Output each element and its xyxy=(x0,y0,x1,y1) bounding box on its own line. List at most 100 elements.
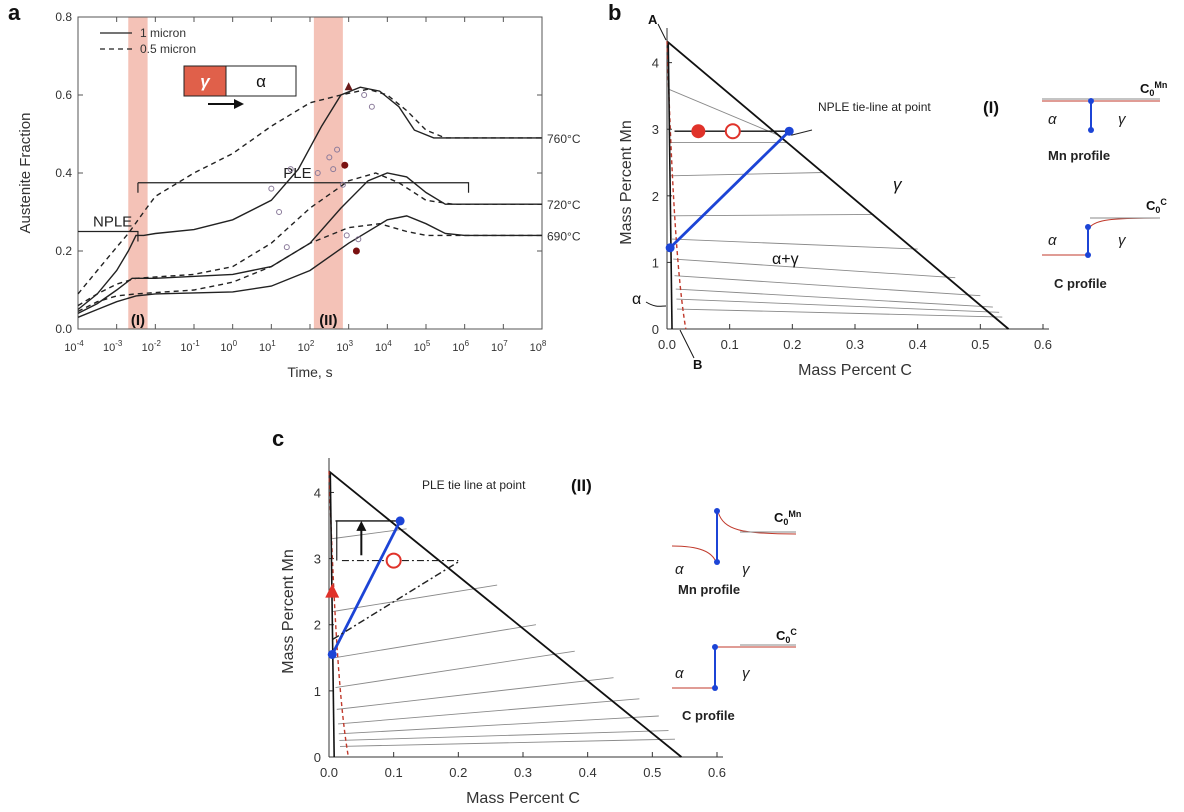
small-marker-a-11 xyxy=(343,232,350,239)
y-tick-label-c-1: 1 xyxy=(314,684,321,699)
tie-line-b-4 xyxy=(671,238,918,250)
series-line-a-5 xyxy=(77,222,542,313)
legend-label-a-0: 1 micron xyxy=(140,26,186,40)
temp-label-a-1: 720°C xyxy=(547,198,581,212)
y-tick-label-a-2: 0.4 xyxy=(55,166,72,180)
shaded-region-0 xyxy=(128,17,148,329)
inset-alpha-box xyxy=(225,65,297,97)
label-two-phase-b: α+γ xyxy=(772,251,799,268)
shaded-region-1 xyxy=(313,17,343,329)
alpha-boundary-b xyxy=(667,42,673,330)
profile-b-mn-gamma: γ xyxy=(1118,111,1127,128)
tie-line-c-3 xyxy=(335,650,575,689)
inset-gamma-label: γ xyxy=(200,72,211,91)
marker-a-2 xyxy=(352,247,360,255)
bracket-a-1 xyxy=(137,182,470,193)
y-axis-label-a: Austenite Fraction xyxy=(17,113,34,234)
svg-text:C0Mn: C0Mn xyxy=(1140,80,1167,98)
profile-c-mn-c0-sub: 0 xyxy=(783,517,788,527)
small-marker-a-6 xyxy=(287,166,294,173)
small-marker-a-4 xyxy=(368,103,375,110)
label-B-leader-b xyxy=(679,329,695,359)
small-marker-a-3 xyxy=(361,92,368,98)
x-tick-label-a-3: 10-1 xyxy=(180,339,200,354)
x-tick-label-a-0: 10-4 xyxy=(64,339,84,354)
start-point-filled-c xyxy=(325,583,340,598)
tie-roman-c: (II) xyxy=(571,476,592,495)
profile-b-mn-alpha: α xyxy=(1048,111,1057,128)
x-tick-label-a-5: 101 xyxy=(259,339,276,354)
x-tick-label-b-6: 0.6 xyxy=(1034,337,1052,352)
marker-a-0 xyxy=(344,82,353,91)
x-tick-label-a-9: 105 xyxy=(414,339,431,354)
profile-c-c-c0: C xyxy=(776,628,786,643)
profile-c-c: α γ C0C C profile xyxy=(672,627,797,723)
shaded-region-label-1: (II) xyxy=(319,312,337,329)
small-marker-a-5 xyxy=(268,185,275,192)
x-tick-label-a-12: 108 xyxy=(530,339,547,354)
profile-c-mn-gamma: γ xyxy=(742,561,751,578)
x-tick-label-b-1: 0.1 xyxy=(721,337,739,352)
panel-b-chart: 0.0 0.1 0.2 0.3 0.4 0.5 0.6 0 1 2 3 4 Mass Percent C… xyxy=(618,12,1052,379)
tie-line-c-2 xyxy=(334,624,537,659)
small-marker-a-12 xyxy=(355,236,362,243)
dashdot-tie-line-c xyxy=(332,561,459,640)
series-line-a-0 xyxy=(77,86,542,311)
tie-line-b-8 xyxy=(676,298,1000,313)
tie-end-alpha-b xyxy=(665,243,675,253)
inset-alpha-label: α xyxy=(256,72,266,91)
profile-b-c-alpha: α xyxy=(1048,232,1057,249)
x-tick-label-b-0: 0.0 xyxy=(658,337,676,352)
profile-b-mn: α γ C0Mn Mn profile xyxy=(1042,80,1167,163)
start-point-open-c xyxy=(385,552,402,569)
y-tick-label-c-2: 2 xyxy=(314,618,321,633)
y-tick-label-a-0: 0.0 xyxy=(55,322,72,336)
profile-c-mn-c0-sup: Mn xyxy=(788,509,801,519)
tie-line-c-7 xyxy=(339,730,669,741)
x-tick-label-a-4: 100 xyxy=(220,339,237,354)
y-tick-label-c-3: 3 xyxy=(314,552,321,567)
tie-line-c-1 xyxy=(332,584,498,612)
highlight-tie-line-c xyxy=(330,520,402,656)
legend-label-a-1: 0.5 micron xyxy=(140,42,196,56)
profile-c-mn-c0: C xyxy=(774,510,784,525)
temp-label-a-0: 760°C xyxy=(547,132,581,146)
y-tick-label-b-2: 2 xyxy=(652,189,659,204)
tie-end-gamma-c xyxy=(395,516,405,526)
x-tick-label-c-6: 0.6 xyxy=(708,765,726,780)
x-tick-label-a-11: 107 xyxy=(491,339,508,354)
y-tick-label-c-0: 0 xyxy=(314,750,321,765)
profile-c-mn: α γ C0Mn Mn profile xyxy=(671,508,801,597)
profile-b-mn-c0-sub: 0 xyxy=(1149,88,1154,98)
profile-b-c-label: C profile xyxy=(1054,276,1107,291)
tie-line-b-0 xyxy=(668,88,780,137)
panel-letter-a: a xyxy=(8,0,21,25)
tie-line-c-6 xyxy=(338,715,659,735)
small-marker-a-9 xyxy=(276,209,283,215)
label-B-b: B xyxy=(693,357,702,372)
y-tick-label-b-0: 0 xyxy=(652,322,659,337)
tie-line-c-8 xyxy=(339,738,675,747)
start-point-filled-b xyxy=(691,124,706,139)
svg-text:C0C: C0C xyxy=(776,627,797,645)
series-line-a-4 xyxy=(77,215,542,318)
temp-label-a-2: 690°C xyxy=(547,229,581,243)
profile-c-mn-alpha: α xyxy=(675,561,684,578)
x-axis-label-a: Time, s xyxy=(287,364,332,380)
y-axis-label-b: Mass Percent Mn xyxy=(618,120,635,244)
profile-b-mn-c0: C xyxy=(1140,81,1150,96)
profile-c-c-gamma: γ xyxy=(742,665,751,682)
x-tick-label-b-2: 0.2 xyxy=(783,337,801,352)
tie-line-b-7 xyxy=(675,288,993,308)
x-tick-label-c-2: 0.2 xyxy=(449,765,467,780)
y-tick-label-c-4: 4 xyxy=(314,485,321,500)
panel-letter-c: c xyxy=(272,426,284,451)
y-tick-label-b-4: 4 xyxy=(652,56,659,71)
bracket-a-0 xyxy=(78,230,139,242)
svg-text:C0Mn: C0Mn xyxy=(774,509,801,527)
inset-arrow-head xyxy=(234,99,244,109)
y-tick-label-b-3: 3 xyxy=(652,122,659,137)
y-tick-label-b-1: 1 xyxy=(652,255,659,270)
tie-label-c: PLE tie line at point xyxy=(422,478,526,492)
profile-b-c: α γ C0C C profile xyxy=(1042,197,1167,291)
